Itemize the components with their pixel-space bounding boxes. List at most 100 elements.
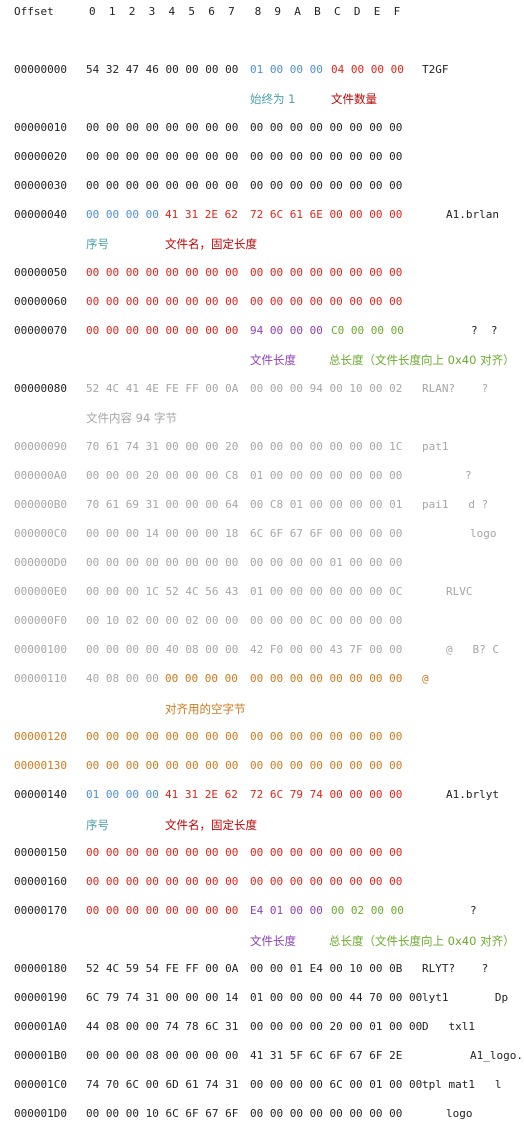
field-annotation: 总长度（文件长度向上 0x40 对齐）	[329, 934, 515, 948]
row-offset: 000000B0	[14, 498, 67, 511]
row-offset: 000000A0	[14, 469, 67, 482]
hex-bytes: 54 32 47 46 00 00 00 00	[86, 63, 239, 76]
ascii-text: @ B? C	[446, 643, 499, 656]
row-offset: 00000040	[14, 208, 67, 221]
row-offset: 000001C0	[14, 1078, 67, 1091]
hex-bytes: 00 00 00 00	[165, 672, 238, 685]
row-offset: 000001A0	[14, 1020, 67, 1033]
hex-bytes: 00 00 00 00 20 00 01 00 00	[250, 1020, 423, 1033]
ascii-text: A1_logo.	[470, 1049, 523, 1062]
hex-bytes: 00 00 00 00 00 00 00 00	[86, 266, 239, 279]
row-offset: 00000080	[14, 382, 67, 395]
hex-bytes: 41 31 5F 6C 6F 67 6F 2E	[250, 1049, 403, 1062]
hex-bytes: 00 00 00 1C 52 4C 56 43	[86, 585, 239, 598]
ascii-text: logo	[470, 527, 497, 540]
hex-bytes: 00 00 00 00 00 00 00 00	[250, 295, 403, 308]
hex-bytes: 6C 6F 67 6F 00 00 00 00	[250, 527, 403, 540]
row-offset: 00000100	[14, 643, 67, 656]
ascii-text: tpl mat1 l	[422, 1078, 502, 1091]
row-offset: 00000070	[14, 324, 67, 337]
hex-bytes: 01 00 00 00 00 00 00 00	[250, 469, 403, 482]
row-offset: 00000020	[14, 150, 67, 163]
ascii-text: pat1	[422, 440, 449, 453]
hex-bytes: 00 00 01 E4 00 10 00 0B	[250, 962, 403, 975]
hex-bytes: 00 00 00 00 40 08 00 00	[86, 643, 239, 656]
hex-bytes: 00 00 00 00 00 00 00 00	[250, 875, 403, 888]
hex-bytes: 72 6C 61 6E 00 00 00 00	[250, 208, 403, 221]
row-offset: 00000180	[14, 962, 67, 975]
hex-bytes: 00 00 00 00 00 00 00 00	[86, 904, 239, 917]
hex-bytes: 00 00 00 00 00 00 00 1C	[250, 440, 403, 453]
hex-bytes: 00 00 00 08 00 00 00 00	[86, 1049, 239, 1062]
ascii-text: pai1 d ?	[422, 498, 489, 511]
hex-bytes: 42 F0 00 00 43 7F 00 00	[250, 643, 403, 656]
byte-column-headers: 0 1 2 3 4 5 6 7 8 9 A B C D E F	[89, 5, 401, 18]
row-offset: 00000160	[14, 875, 67, 888]
hex-bytes: 41 31 2E 62	[165, 788, 238, 801]
hex-bytes: 04 00 00 00	[331, 63, 404, 76]
row-offset: 00000000	[14, 63, 67, 76]
row-offset: 00000090	[14, 440, 67, 453]
hex-bytes: 00 00 00 00	[86, 208, 159, 221]
hex-bytes: 00 00 00 10 6C 6F 67 6F	[86, 1107, 239, 1120]
row-offset: 00000130	[14, 759, 67, 772]
hex-bytes: 00 00 00 14 00 00 00 18	[86, 527, 239, 540]
hex-bytes: 00 02 00 00	[331, 904, 404, 917]
row-offset: 000000F0	[14, 614, 67, 627]
row-offset: 00000120	[14, 730, 67, 743]
hex-bytes: 00 00 00 00 00 00 00 00	[86, 556, 239, 569]
field-annotation: 文件名，固定长度	[165, 237, 257, 251]
hex-bytes: 01 00 00 00	[86, 788, 159, 801]
hex-bytes: 00 00 00 00 00 00 00 00	[86, 730, 239, 743]
hex-bytes: E4 01 00 00	[250, 904, 323, 917]
hex-bytes: 94 00 00 00	[250, 324, 323, 337]
hex-bytes: 00 00 00 94 00 10 00 02	[250, 382, 403, 395]
hex-bytes: 00 00 00 00 00 00 00 00	[86, 846, 239, 859]
field-annotation: 始终为 1	[250, 92, 296, 106]
hex-bytes: 00 00 00 00 00 00 00 00	[250, 1107, 403, 1120]
hex-bytes: 00 00 00 0C 00 00 00 00	[250, 614, 403, 627]
ascii-text: lyt1 Dp	[422, 991, 509, 1004]
hex-bytes: 01 00 00 00	[250, 63, 323, 76]
hex-bytes: 00 00 00 00 00 00 00 00	[86, 759, 239, 772]
ascii-text: RLVC	[446, 585, 473, 598]
hex-bytes: 00 00 00 00 00 00 00 00	[250, 179, 403, 192]
row-offset: 00000150	[14, 846, 67, 859]
hex-bytes: 00 00 00 00 00 00 00 00	[250, 266, 403, 279]
ascii-text: ? ?	[471, 324, 498, 337]
hex-bytes: 44 08 00 00 74 78 6C 31	[86, 1020, 239, 1033]
hex-bytes: C0 00 00 00	[331, 324, 404, 337]
offset-column-header: Offset	[14, 5, 54, 18]
ascii-text: A1.brlan	[446, 208, 499, 221]
hex-bytes: 00 00 00 00 00 00 00 00	[250, 150, 403, 163]
hex-bytes: 01 00 00 00 00 00 00 0C	[250, 585, 403, 598]
field-annotation: 总长度（文件长度向上 0x40 对齐）	[329, 353, 515, 367]
row-offset: 000000D0	[14, 556, 67, 569]
hex-bytes: 00 00 00 00 00 00 00 00	[250, 730, 403, 743]
row-offset: 00000050	[14, 266, 67, 279]
ascii-text: T2GF	[422, 63, 449, 76]
row-offset: 00000010	[14, 121, 67, 134]
field-annotation: 文件长度	[250, 353, 296, 367]
hex-bytes: 00 00 00 00 00 00 00 00	[250, 121, 403, 134]
field-annotation: 序号	[86, 818, 109, 832]
hex-bytes: 00 00 00 00 6C 00 01 00 00	[250, 1078, 423, 1091]
hex-bytes: 00 00 00 00 00 00 00 00	[86, 150, 239, 163]
hex-bytes: 00 00 00 00 01 00 00 00	[250, 556, 403, 569]
hex-bytes: 00 00 00 20 00 00 00 C8	[86, 469, 239, 482]
field-annotation: 文件数量	[331, 92, 377, 106]
hex-bytes: 41 31 2E 62	[165, 208, 238, 221]
hex-bytes: 00 00 00 00 00 00 00 00	[86, 295, 239, 308]
row-offset: 00000140	[14, 788, 67, 801]
ascii-text: A1.brlyt	[446, 788, 499, 801]
hex-bytes: 00 C8 01 00 00 00 00 01	[250, 498, 403, 511]
row-offset: 00000170	[14, 904, 67, 917]
row-offset: 00000060	[14, 295, 67, 308]
hex-bytes: 70 61 69 31 00 00 00 64	[86, 498, 239, 511]
field-annotation: 文件长度	[250, 934, 296, 948]
hex-bytes: 70 61 74 31 00 00 00 20	[86, 440, 239, 453]
row-offset: 00000110	[14, 672, 67, 685]
ascii-text: ?	[470, 904, 477, 917]
hex-bytes: 52 4C 59 54 FE FF 00 0A	[86, 962, 239, 975]
